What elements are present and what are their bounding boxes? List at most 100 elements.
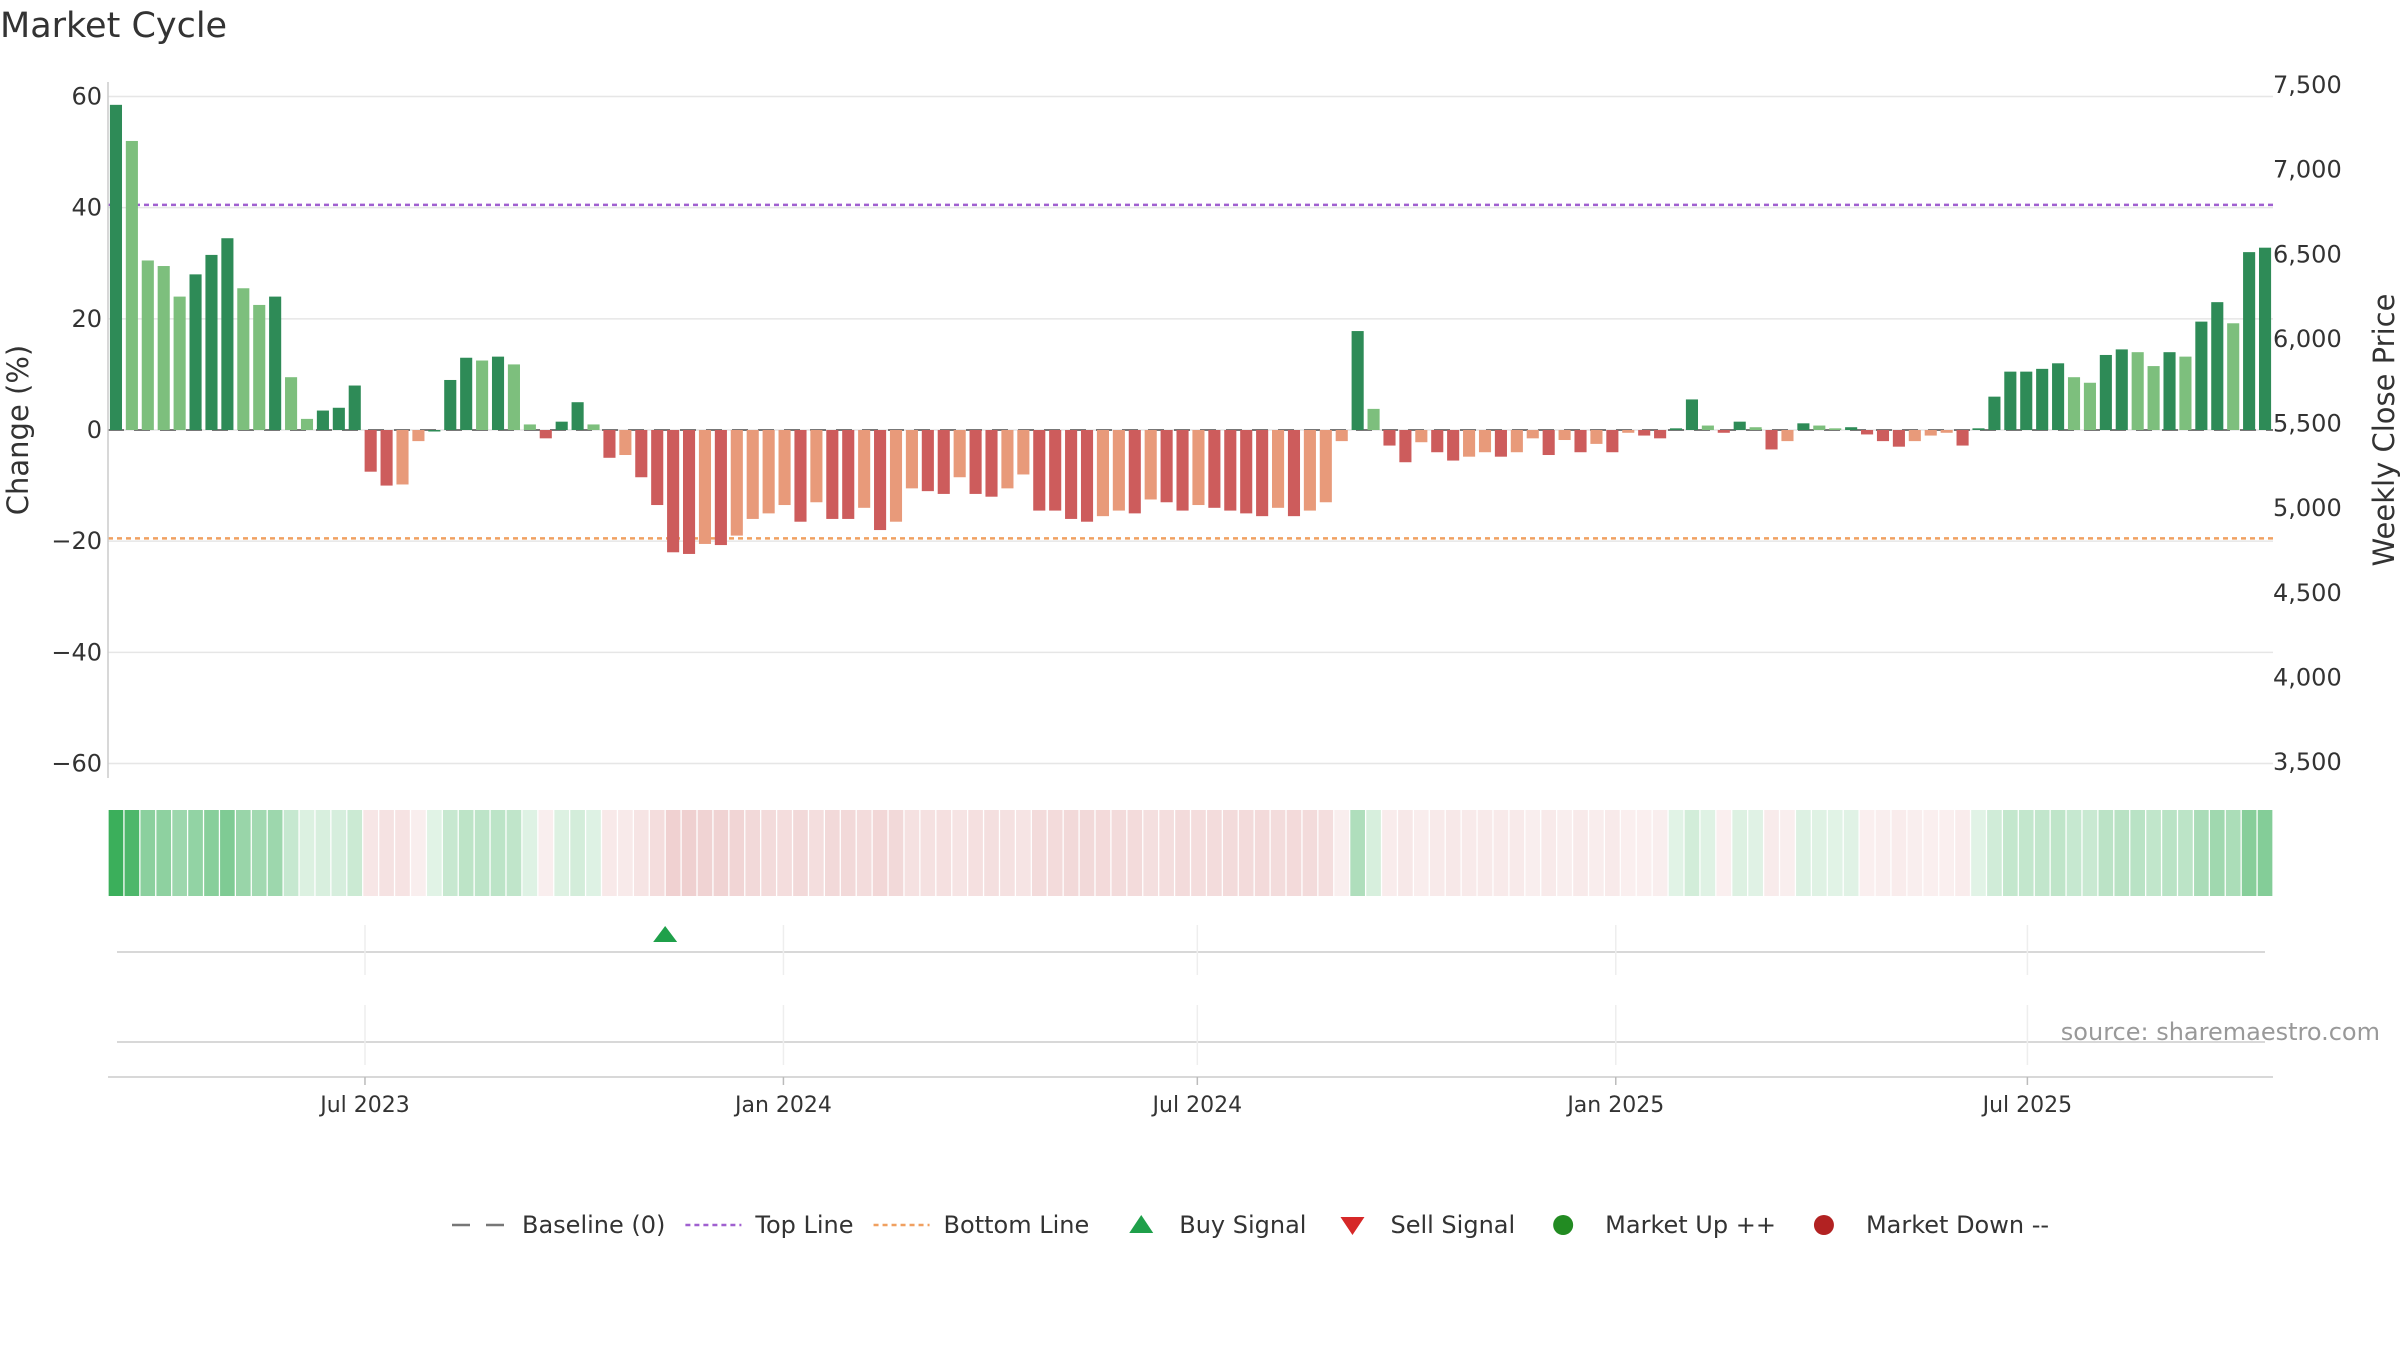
heat-cell: [1031, 810, 1047, 896]
bar: [1510, 430, 1523, 453]
bar: [714, 430, 727, 546]
heat-cell: [1222, 810, 1238, 896]
heat-cell: [1127, 810, 1143, 896]
heat-cell: [1955, 810, 1970, 896]
heat-cell: [761, 810, 776, 896]
heat-cell: [1843, 810, 1859, 896]
bar: [109, 104, 123, 431]
bar: [905, 430, 918, 489]
bar: [587, 424, 600, 430]
heat-cell: [395, 810, 410, 896]
bar: [619, 430, 632, 456]
bar: [1494, 430, 1507, 457]
legend-item[interactable]: Buy Signal: [1129, 1211, 1306, 1239]
bar: [2067, 377, 2081, 430]
heat-cell: [538, 810, 554, 896]
bar: [1669, 428, 1683, 430]
bar: [1654, 430, 1667, 439]
bar: [1351, 331, 1364, 430]
heat-cell: [618, 810, 633, 896]
legend-label: Top Line: [754, 1211, 853, 1239]
heat-cell: [1525, 810, 1541, 896]
bar: [269, 296, 282, 430]
bar: [1049, 430, 1062, 511]
bar: [1208, 430, 1221, 508]
heat-cell: [2050, 810, 2066, 896]
heat-cell: [1063, 810, 1079, 896]
heat-cell: [2162, 810, 2177, 896]
heat-cell: [1541, 810, 1557, 896]
bar: [555, 421, 568, 430]
heat-cell: [1796, 810, 1811, 896]
legend[interactable]: Baseline (0) Top Line Bottom Line Buy Signa…: [452, 1211, 2049, 1239]
heat-cell: [745, 810, 761, 896]
heat-cell: [904, 810, 920, 896]
bar: [889, 430, 903, 522]
bar: [444, 379, 457, 430]
heat-cell: [1668, 810, 1684, 896]
bar: [316, 410, 329, 430]
bar: [1144, 430, 1157, 500]
bar: [1240, 430, 1253, 514]
bar: [1128, 430, 1141, 514]
bar: [205, 254, 218, 430]
bar: [698, 430, 712, 544]
heat-cell: [331, 810, 347, 896]
bar: [1224, 430, 1237, 511]
y2-tick-label: 5,500: [2273, 410, 2342, 438]
legend-item[interactable]: Market Down --: [1813, 1211, 2049, 1239]
legend-item[interactable]: Sell Signal: [1340, 1211, 1515, 1239]
bar: [1542, 430, 1555, 456]
heat-cell: [2003, 810, 2018, 896]
bar: [428, 430, 441, 432]
x-tick-label: Jul 2024: [1151, 1093, 1243, 1118]
bar: [826, 430, 839, 519]
bar: [937, 430, 950, 494]
heat-cell: [1143, 810, 1159, 896]
bar: [300, 418, 314, 430]
bar: [1431, 430, 1444, 453]
heat-cell: [809, 810, 824, 896]
bar: [1972, 428, 1985, 430]
legend-triangle-up-icon: [1129, 1215, 1154, 1233]
bar: [778, 430, 791, 506]
bar: [1574, 430, 1587, 453]
bar: [651, 430, 664, 506]
legend-item[interactable]: Top Line: [685, 1211, 854, 1239]
legend-item[interactable]: Baseline (0): [452, 1211, 665, 1239]
heat-cell: [2082, 810, 2098, 896]
heat-cell: [793, 810, 808, 896]
buy-signal-marker: [653, 926, 678, 942]
bar: [2036, 368, 2049, 430]
heat-cell: [1939, 810, 1954, 896]
heat-cell: [156, 810, 172, 896]
heat-cell: [602, 810, 617, 896]
heat-cell: [1477, 810, 1493, 896]
bar: [1256, 430, 1269, 517]
legend-circle-icon: [1813, 1215, 1834, 1235]
legend-item[interactable]: Market Up ++: [1553, 1211, 1776, 1239]
heat-cell: [379, 810, 394, 896]
heat-cell: [108, 810, 124, 896]
heat-cell: [1493, 810, 1509, 896]
heat-cell: [522, 810, 538, 896]
heat-cell: [251, 810, 267, 896]
bar: [523, 424, 536, 430]
bar: [2163, 352, 2176, 430]
heat-cell: [1509, 810, 1525, 896]
legend-item[interactable]: Bottom Line: [873, 1211, 1090, 1239]
bar: [1287, 430, 1301, 517]
heat-cell: [140, 810, 156, 896]
heat-cell: [427, 810, 442, 896]
bar: [2020, 371, 2033, 430]
heat-cell: [2018, 810, 2034, 896]
legend-label: Buy Signal: [1179, 1211, 1306, 1239]
heat-cell: [1016, 810, 1031, 896]
heat-cell: [2066, 810, 2082, 896]
bar: [348, 385, 361, 430]
bar: [1033, 430, 1046, 511]
heat-cell: [1318, 810, 1334, 896]
x-tick-label: Jul 2025: [1981, 1093, 2073, 1118]
heat-cell: [1350, 810, 1365, 896]
bar: [1988, 396, 2001, 430]
